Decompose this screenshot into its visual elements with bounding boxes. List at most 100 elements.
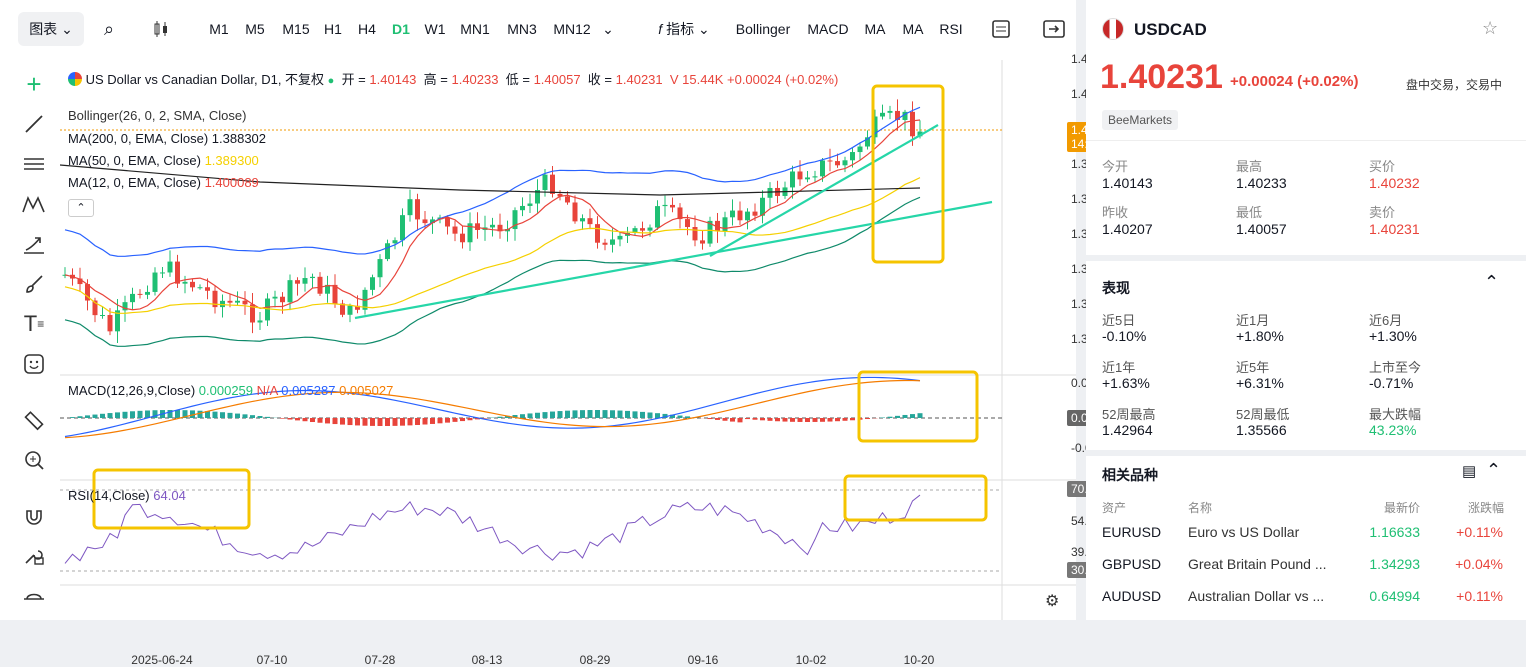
layout-icon[interactable] bbox=[990, 12, 1012, 46]
horizontal-lines-icon[interactable] bbox=[16, 148, 52, 180]
perf-label: 上市至今 bbox=[1369, 357, 1421, 376]
magnet-icon[interactable] bbox=[16, 500, 52, 532]
macd-histogram-bar bbox=[370, 418, 375, 426]
timeframe-m15[interactable]: M15 bbox=[281, 12, 311, 46]
ma200-legend[interactable]: MA(200, 0, EMA, Close) 1.388302 bbox=[68, 131, 266, 146]
timeframe-h4[interactable]: H4 bbox=[355, 12, 379, 46]
zoom-icon[interactable] bbox=[16, 444, 52, 476]
candle-body bbox=[813, 176, 818, 177]
candle-body bbox=[655, 206, 660, 227]
candle-body bbox=[565, 196, 570, 202]
candle-body bbox=[610, 239, 615, 244]
perf-value: +1.63% bbox=[1102, 375, 1150, 391]
quote-value: 1.40143 bbox=[1102, 175, 1153, 191]
text-tool-icon[interactable]: T≡ bbox=[16, 308, 52, 340]
candle-body bbox=[595, 224, 600, 243]
divider bbox=[1086, 450, 1526, 456]
candle-body bbox=[888, 111, 893, 113]
related-name: Euro vs US Dollar bbox=[1188, 524, 1299, 540]
chart-area[interactable]: US Dollar vs Canadian Dollar, D1, 不复权 ● … bbox=[60, 60, 1076, 620]
macd-histogram-bar bbox=[310, 418, 315, 422]
macd-histogram-bar bbox=[235, 414, 240, 418]
collapse-legend-icon[interactable]: ⌃ bbox=[68, 199, 94, 217]
crosshair-icon[interactable]: + bbox=[16, 68, 52, 100]
macd-legend[interactable]: MACD(12,26,9,Close) 0.000259 N/A 0.00528… bbox=[68, 383, 393, 398]
candle-body bbox=[618, 236, 623, 240]
exit-fullscreen-icon[interactable] bbox=[1042, 12, 1066, 46]
perf-label: 52周最低 bbox=[1236, 404, 1289, 423]
list-icon[interactable]: ▤ bbox=[1462, 462, 1476, 480]
timeframe-m1[interactable]: M1 bbox=[207, 12, 231, 46]
timeframe-m5[interactable]: M5 bbox=[243, 12, 267, 46]
bollinger-legend[interactable]: Bollinger(26, 0, 2, SMA, Close) bbox=[68, 108, 246, 123]
macd-histogram-bar bbox=[543, 412, 548, 418]
candle-body bbox=[543, 175, 548, 190]
ma12-legend[interactable]: MA(12, 0, EMA, Close) 1.400089 bbox=[68, 175, 259, 190]
candle-body bbox=[640, 228, 645, 230]
timeframe-w1[interactable]: W1 bbox=[424, 12, 446, 46]
macd-histogram-bar bbox=[123, 412, 128, 418]
candle-type-icon[interactable] bbox=[150, 12, 172, 46]
macd-histogram-bar bbox=[453, 418, 458, 422]
candle-body bbox=[850, 152, 855, 160]
search-icon[interactable]: ⌕ bbox=[98, 12, 120, 46]
lock-drawings-icon[interactable] bbox=[16, 540, 52, 572]
pattern-icon[interactable] bbox=[16, 188, 52, 220]
macd-histogram-bar bbox=[498, 417, 503, 418]
highlight-box bbox=[859, 372, 977, 441]
candle-body bbox=[385, 243, 390, 259]
macd-histogram-bar bbox=[610, 410, 615, 418]
indicator-rsi[interactable]: RSI bbox=[938, 12, 964, 46]
rsi-legend[interactable]: RSI(14,Close) 64.04 bbox=[68, 488, 186, 503]
macd-histogram-bar bbox=[100, 414, 105, 418]
chevron-down-icon[interactable]: ⌄ bbox=[598, 12, 618, 46]
macd-histogram-bar bbox=[790, 418, 795, 422]
chevron-up-icon[interactable]: ⌃ bbox=[1484, 272, 1499, 293]
macd-histogram-bar bbox=[843, 418, 848, 421]
candle-body bbox=[228, 301, 233, 303]
related-title: 相关品种 bbox=[1102, 465, 1158, 485]
date-tick: 07-28 bbox=[365, 653, 396, 667]
hide-drawings-icon[interactable] bbox=[16, 578, 52, 610]
arrow-tool-icon[interactable] bbox=[16, 228, 52, 260]
related-price: 1.16633 bbox=[1356, 524, 1420, 540]
perf-label: 最大跌幅 bbox=[1369, 404, 1421, 423]
timeframe-d1[interactable]: D1 bbox=[390, 12, 412, 46]
brush-icon[interactable] bbox=[16, 268, 52, 300]
timeframe-mn1[interactable]: MN1 bbox=[458, 12, 492, 46]
chart-settings-gear-icon[interactable]: ⚙ bbox=[1045, 591, 1059, 611]
indicator-ma-2[interactable]: MA bbox=[900, 12, 926, 46]
chart-menu-dropdown[interactable]: 图表 ⌄ bbox=[18, 12, 84, 46]
broker-badge: BeeMarkets bbox=[1102, 110, 1178, 130]
timeframe-mn3[interactable]: MN3 bbox=[505, 12, 539, 46]
candle-body bbox=[490, 225, 495, 228]
emoji-icon[interactable] bbox=[16, 348, 52, 380]
trendline-icon[interactable] bbox=[16, 108, 52, 140]
ma50-legend[interactable]: MA(50, 0, EMA, Close) 1.389300 bbox=[68, 153, 259, 168]
macd-histogram-bar bbox=[115, 412, 120, 418]
high-value: 1.40233 bbox=[451, 72, 498, 87]
date-tick: 08-13 bbox=[472, 653, 503, 667]
macd-histogram-bar bbox=[798, 418, 803, 422]
indicator-ma[interactable]: MA bbox=[862, 12, 888, 46]
chevron-up-icon[interactable]: ⌃ bbox=[1486, 460, 1501, 481]
star-icon[interactable]: ☆ bbox=[1482, 18, 1498, 39]
timeframe-mn12[interactable]: MN12 bbox=[552, 12, 592, 46]
macd-histogram-bar bbox=[213, 412, 218, 418]
macd-histogram-bar bbox=[438, 418, 443, 423]
timeframe-h1[interactable]: H1 bbox=[323, 12, 343, 46]
divider bbox=[1086, 140, 1526, 141]
candle-body bbox=[400, 215, 405, 240]
indicators-button[interactable]: f 指标 ⌄ bbox=[650, 12, 718, 46]
indicator-macd[interactable]: MACD bbox=[806, 12, 850, 46]
perf-value: +1.30% bbox=[1369, 328, 1417, 344]
indicator-bollinger[interactable]: Bollinger bbox=[732, 12, 794, 46]
macd-histogram-bar bbox=[850, 418, 855, 420]
candle-body bbox=[520, 206, 525, 210]
macd-histogram-bar bbox=[108, 413, 113, 418]
candle-body bbox=[190, 282, 195, 287]
ruler-icon[interactable] bbox=[16, 404, 52, 436]
